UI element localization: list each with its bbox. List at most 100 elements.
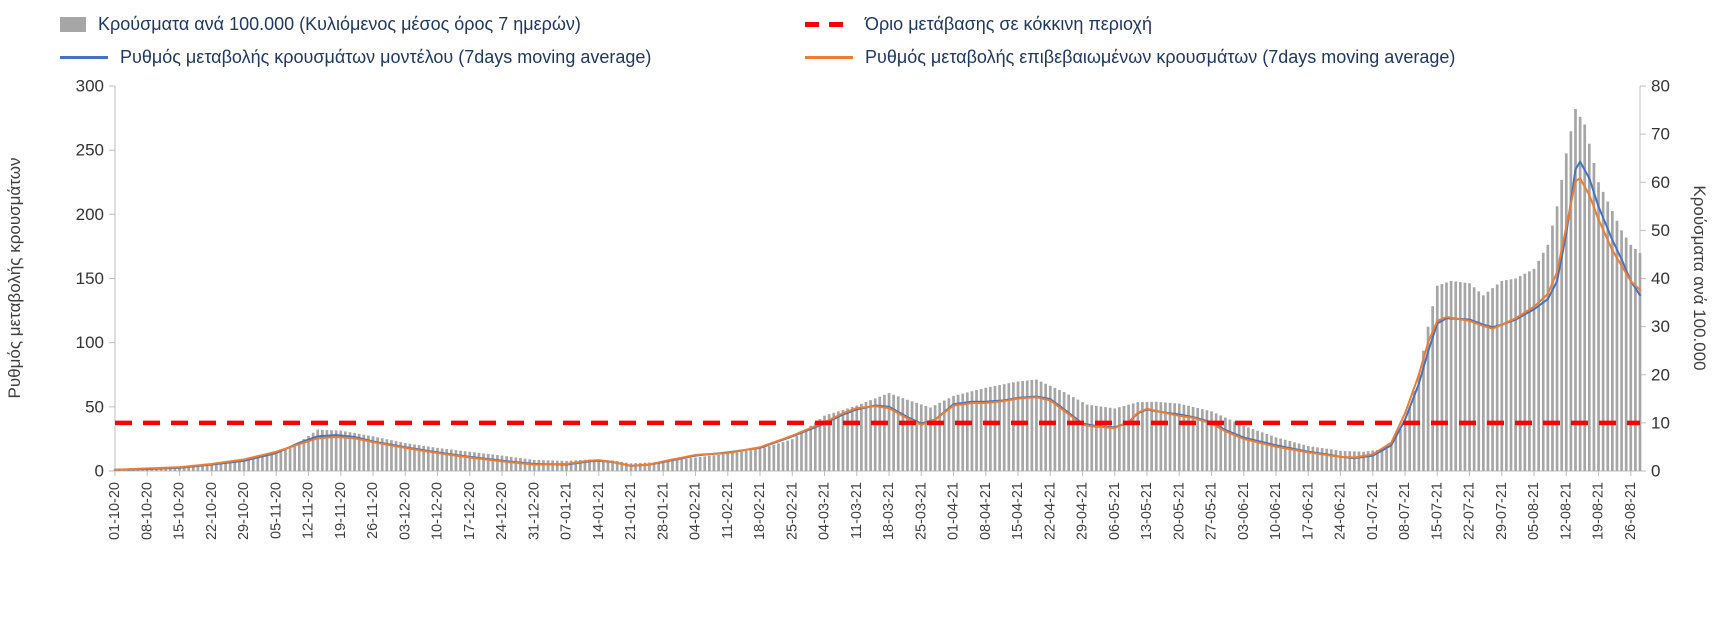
bar bbox=[265, 455, 269, 471]
bar bbox=[956, 394, 960, 471]
bar bbox=[449, 449, 453, 471]
bar bbox=[367, 435, 370, 471]
bar bbox=[288, 446, 292, 471]
bar bbox=[1394, 435, 1398, 471]
left-axis-title: Ρυθμός μεταβολής κρουσμάτων bbox=[5, 158, 24, 399]
bar bbox=[929, 407, 932, 471]
bar bbox=[998, 385, 1001, 471]
bar bbox=[1615, 220, 1619, 471]
right-tick-label: 80 bbox=[1651, 77, 1670, 96]
bar bbox=[1523, 273, 1527, 471]
bar bbox=[1334, 450, 1338, 471]
bar bbox=[1288, 441, 1292, 471]
bar bbox=[1325, 448, 1329, 471]
bar bbox=[385, 439, 389, 471]
x-tick-label: 19-11-20 bbox=[333, 482, 349, 539]
bar bbox=[648, 462, 651, 471]
x-tick-label: 01-10-20 bbox=[107, 482, 123, 540]
bar bbox=[583, 459, 587, 471]
bar bbox=[703, 456, 707, 471]
bar bbox=[965, 392, 969, 471]
bar bbox=[1482, 295, 1485, 471]
x-tick-label: 13-05-21 bbox=[1139, 482, 1155, 540]
bar bbox=[1145, 401, 1149, 471]
bar bbox=[173, 467, 177, 471]
bar bbox=[1270, 435, 1273, 471]
bar bbox=[1454, 281, 1458, 471]
bar bbox=[528, 459, 531, 471]
left-tick-label: 300 bbox=[76, 77, 104, 96]
left-tick-label: 0 bbox=[95, 462, 104, 481]
bar bbox=[629, 463, 633, 471]
bar bbox=[1150, 401, 1153, 471]
bar bbox=[178, 467, 181, 471]
x-tick-label: 15-10-20 bbox=[172, 482, 188, 540]
x-tick-label: 17-12-20 bbox=[462, 482, 478, 540]
bar bbox=[1569, 131, 1573, 472]
bar bbox=[403, 443, 407, 471]
bar bbox=[740, 451, 743, 471]
legend-item-red-threshold: Όριο μετάβασης σε κόκκινη περιοχή bbox=[805, 12, 1712, 37]
bar bbox=[754, 449, 757, 471]
bar bbox=[1380, 449, 1384, 471]
bar bbox=[542, 460, 545, 471]
x-tick-label: 08-04-21 bbox=[978, 482, 994, 540]
legend-item-cases-bars: Κρούσματα ανά 100.000 (Κυλιόμενος μέσος … bbox=[60, 12, 805, 37]
bar bbox=[1159, 402, 1163, 471]
bar bbox=[615, 461, 619, 471]
blue-line-swatch-icon bbox=[60, 56, 108, 59]
bar bbox=[1035, 379, 1038, 471]
bar bbox=[924, 405, 928, 471]
x-tick-label: 03-06-21 bbox=[1236, 482, 1252, 540]
bar bbox=[717, 454, 720, 471]
x-tick-label: 25-02-21 bbox=[784, 482, 800, 540]
x-tick-label: 10-06-21 bbox=[1268, 482, 1284, 540]
bar bbox=[1620, 230, 1623, 472]
x-tick-label: 04-02-21 bbox=[688, 482, 704, 540]
bar bbox=[602, 460, 605, 471]
bar bbox=[468, 451, 472, 471]
bar bbox=[201, 464, 204, 471]
bar bbox=[477, 452, 481, 471]
bar bbox=[426, 446, 430, 471]
bar bbox=[712, 455, 716, 471]
bar bbox=[546, 460, 550, 471]
bar bbox=[869, 400, 872, 471]
right-tick-label: 70 bbox=[1651, 125, 1670, 144]
bar bbox=[975, 390, 978, 471]
bar bbox=[362, 434, 366, 471]
x-tick-label: 22-10-20 bbox=[204, 482, 220, 540]
bar bbox=[763, 447, 766, 471]
bar bbox=[1468, 283, 1471, 471]
x-tick-label: 24-12-20 bbox=[494, 482, 510, 540]
bar bbox=[1071, 397, 1075, 471]
bar bbox=[1357, 451, 1361, 471]
bar bbox=[445, 449, 449, 471]
bar bbox=[1164, 402, 1167, 471]
bar bbox=[431, 447, 435, 471]
bar bbox=[1136, 402, 1140, 471]
bar bbox=[247, 459, 250, 471]
bar bbox=[735, 452, 739, 471]
bar bbox=[721, 454, 725, 471]
bar bbox=[1228, 419, 1232, 471]
bar bbox=[1279, 438, 1282, 471]
bar bbox=[1422, 350, 1425, 471]
bar bbox=[311, 432, 315, 471]
x-tick-label: 06-05-21 bbox=[1107, 482, 1123, 540]
bar bbox=[1108, 407, 1112, 471]
bar bbox=[1205, 410, 1209, 471]
bar bbox=[1002, 384, 1006, 471]
x-tick-label: 31-12-20 bbox=[526, 482, 542, 540]
bar bbox=[671, 460, 674, 471]
x-tick-label: 25-03-21 bbox=[913, 482, 929, 540]
x-tick-label: 07-01-21 bbox=[559, 482, 575, 540]
bar bbox=[1016, 381, 1020, 471]
bar bbox=[256, 457, 260, 471]
bar bbox=[1541, 252, 1545, 471]
bar bbox=[1306, 445, 1310, 471]
bar bbox=[302, 439, 306, 471]
bar bbox=[1403, 422, 1407, 472]
bar bbox=[846, 408, 849, 471]
bar bbox=[707, 455, 711, 472]
